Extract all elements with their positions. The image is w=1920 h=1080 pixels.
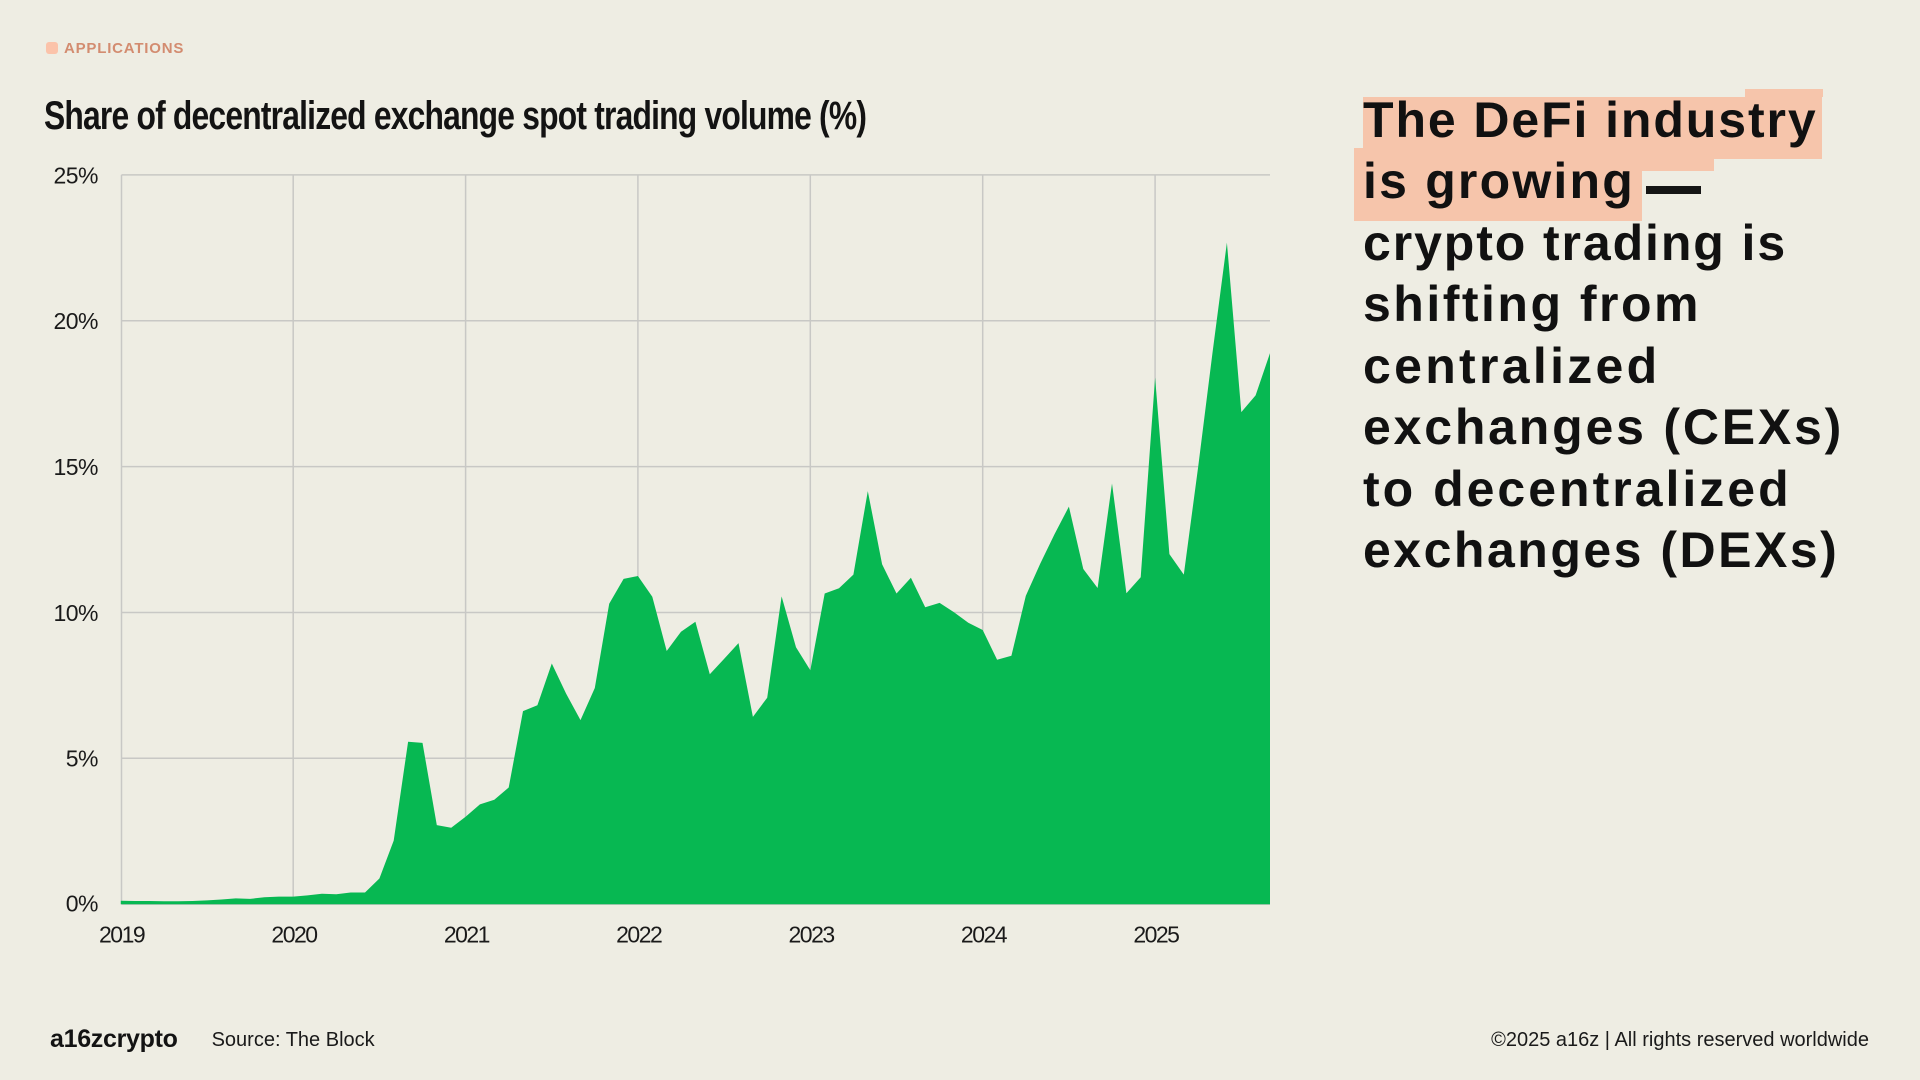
svg-text:2020: 2020: [271, 921, 317, 947]
svg-text:2019: 2019: [99, 921, 145, 947]
svg-text:5%: 5%: [66, 746, 98, 772]
svg-text:2025: 2025: [1133, 921, 1179, 947]
svg-text:20%: 20%: [53, 308, 98, 334]
svg-text:15%: 15%: [53, 454, 98, 480]
svg-text:0%: 0%: [66, 891, 98, 917]
svg-text:2024: 2024: [961, 921, 1008, 947]
svg-text:2021: 2021: [444, 921, 490, 947]
svg-text:2022: 2022: [616, 921, 662, 947]
svg-text:10%: 10%: [53, 600, 98, 626]
svg-text:2023: 2023: [789, 921, 835, 947]
svg-text:25%: 25%: [53, 162, 98, 188]
